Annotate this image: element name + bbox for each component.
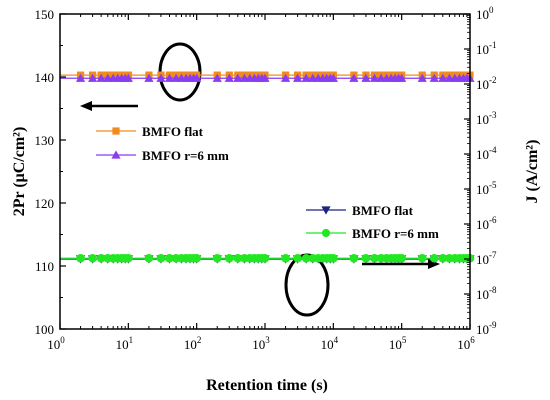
data-point — [280, 73, 291, 82]
y-right-tick-label: 10-6 — [476, 215, 497, 232]
axes-layer: 100 101 102 103 104 105 106 100 110 120 130 140 150 1… — [11, 5, 541, 394]
legend-marker — [112, 127, 120, 135]
data-point — [165, 253, 174, 263]
legend-label: BMFO flat — [352, 203, 414, 218]
data-point — [260, 73, 270, 82]
legend-item-0: BMFO flat — [96, 124, 204, 139]
data-point — [438, 253, 448, 263]
data-point — [293, 253, 302, 263]
data-point — [349, 253, 359, 263]
data-point — [124, 253, 133, 263]
arrow-left-annotation — [80, 101, 138, 111]
data-point — [144, 253, 154, 263]
data-point — [164, 73, 175, 82]
annotations — [80, 42, 440, 317]
series-1 — [60, 73, 475, 82]
series-3 — [60, 253, 475, 263]
y-left-tick-label: 100 — [35, 322, 55, 337]
y-left-tick-label: 140 — [35, 70, 55, 85]
y-left-tick-label: 120 — [35, 196, 55, 211]
data-point — [156, 253, 166, 263]
data-point — [429, 253, 439, 263]
y-left-axis-title: 2Pr (μC/cm²) — [11, 127, 28, 217]
data-point — [224, 253, 234, 263]
y-right-axis-title: J (A/cm²) — [524, 140, 541, 204]
data-point — [438, 73, 448, 82]
data-point — [233, 73, 243, 82]
data-point — [212, 253, 222, 263]
y-left-tick-label: 150 — [35, 7, 55, 22]
y-right-tick-label: 10-1 — [476, 40, 497, 57]
data-point — [192, 253, 201, 263]
data-point — [349, 73, 359, 82]
legend-marker — [321, 206, 331, 215]
data-point — [328, 73, 338, 82]
plot-frame — [59, 13, 471, 330]
x-tick-label: 100 — [47, 335, 65, 352]
y-right-tick-label: 10-3 — [476, 110, 497, 127]
y-left-tick-label: 110 — [35, 259, 54, 274]
data-point — [156, 73, 166, 82]
y-right-tick-label: 10-7 — [476, 250, 497, 267]
data-point — [88, 253, 97, 263]
data-point — [233, 253, 243, 263]
legend-item-2: BMFO flat — [306, 203, 414, 218]
y-right-tick-label: 100 — [476, 5, 494, 22]
x-tick-label: 101 — [116, 335, 134, 352]
x-tick-label: 106 — [457, 335, 475, 352]
legend-item-1: BMFO r=6 mm — [96, 148, 229, 163]
data-point — [96, 253, 106, 263]
data-point — [212, 73, 222, 82]
legend-marker — [111, 150, 121, 159]
legend-label: BMFO flat — [142, 124, 204, 139]
y-left-tick-label: 130 — [35, 133, 55, 148]
y-right-tick-label: 10-8 — [476, 285, 497, 302]
data-point — [293, 73, 303, 82]
series-layer — [60, 71, 475, 264]
data-point — [417, 253, 427, 263]
data-point — [96, 73, 106, 82]
y-right-tick-label: 10-9 — [476, 320, 497, 337]
ellipse-annotation-bottom — [284, 253, 330, 317]
data-point — [329, 253, 338, 263]
data-point — [429, 73, 439, 82]
arrow-right-annotation — [362, 259, 440, 269]
data-point — [224, 73, 234, 82]
data-point — [301, 253, 311, 263]
data-point — [123, 73, 133, 82]
y-right-tick-label: 10-5 — [476, 180, 497, 197]
data-point — [301, 73, 311, 82]
y-right-tick-label: 10-2 — [476, 75, 497, 92]
y-right-tick-label: 10-4 — [476, 145, 497, 162]
data-point — [75, 73, 86, 82]
x-tick-label: 103 — [252, 335, 270, 352]
data-point — [260, 253, 270, 263]
data-point — [370, 253, 379, 263]
data-point — [397, 253, 406, 263]
data-point — [417, 73, 427, 82]
data-point — [88, 73, 98, 82]
data-point — [397, 73, 407, 82]
x-axis-title: Retention time (s) — [206, 377, 328, 394]
data-point — [144, 73, 154, 82]
data-point — [192, 73, 202, 82]
legend-marker — [321, 228, 331, 238]
data-point — [369, 73, 380, 82]
legend-item-3: BMFO r=6 mm — [306, 226, 439, 241]
legend-layer: BMFO flat BMFO r=6 mm BMFO flat BMFO r=6 mm — [96, 124, 439, 241]
x-tick-label: 102 — [184, 335, 202, 352]
data-point — [76, 253, 85, 263]
x-tick-label: 104 — [321, 335, 339, 352]
legend-label: BMFO r=6 mm — [142, 148, 229, 163]
legend-label: BMFO r=6 mm — [352, 226, 439, 241]
x-tick-label: 105 — [389, 335, 407, 352]
data-point — [361, 73, 371, 82]
data-point — [281, 253, 290, 263]
data-point — [361, 253, 371, 263]
